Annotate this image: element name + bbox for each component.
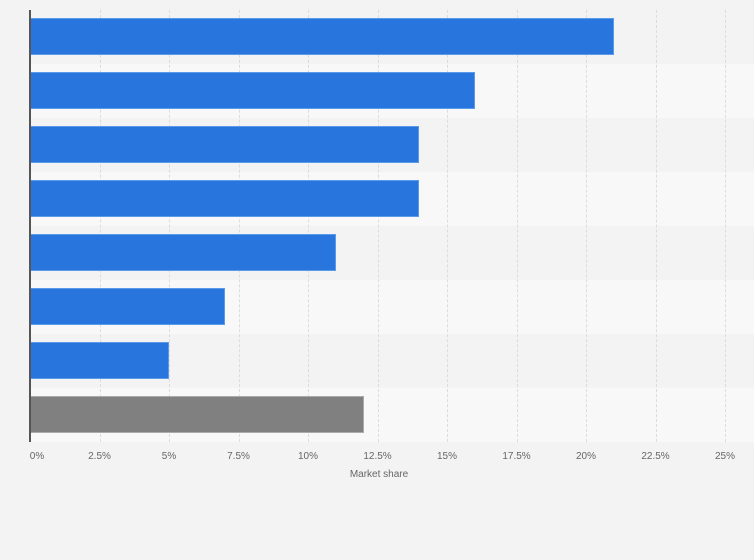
bar[interactable]	[30, 72, 475, 109]
x-tick-label: 5%	[161, 451, 177, 462]
gridline	[586, 10, 587, 442]
x-tick-label: 25%	[714, 451, 736, 462]
gridline	[169, 10, 170, 442]
x-tick-label: 0%	[29, 451, 45, 462]
gridline	[308, 10, 309, 442]
x-tick-label: 7.5%	[227, 451, 250, 462]
x-tick-label: 20%	[575, 451, 597, 462]
gridline	[655, 10, 657, 442]
bar[interactable]	[30, 234, 336, 271]
x-tick-label: 17.5%	[502, 451, 531, 462]
bar[interactable]	[30, 396, 364, 433]
gridline	[238, 10, 240, 442]
bar[interactable]	[30, 126, 420, 163]
x-tick-label: 2.5%	[88, 451, 111, 462]
plot-area	[30, 10, 754, 442]
gridline	[725, 10, 726, 442]
gridline	[447, 10, 448, 442]
bar[interactable]	[30, 180, 420, 217]
x-tick-label: 10%	[297, 451, 319, 462]
gridline	[99, 10, 101, 442]
x-tick-label: 15%	[436, 451, 458, 462]
bar[interactable]	[30, 342, 169, 379]
x-axis-label: Market share	[349, 469, 409, 480]
y-axis-line	[29, 10, 31, 442]
bar[interactable]	[30, 18, 614, 55]
gridline	[377, 10, 379, 442]
x-tick-label: 22.5%	[641, 451, 670, 462]
gridline	[516, 10, 518, 442]
bar[interactable]	[30, 288, 225, 325]
x-tick-label: 12.5%	[363, 451, 392, 462]
